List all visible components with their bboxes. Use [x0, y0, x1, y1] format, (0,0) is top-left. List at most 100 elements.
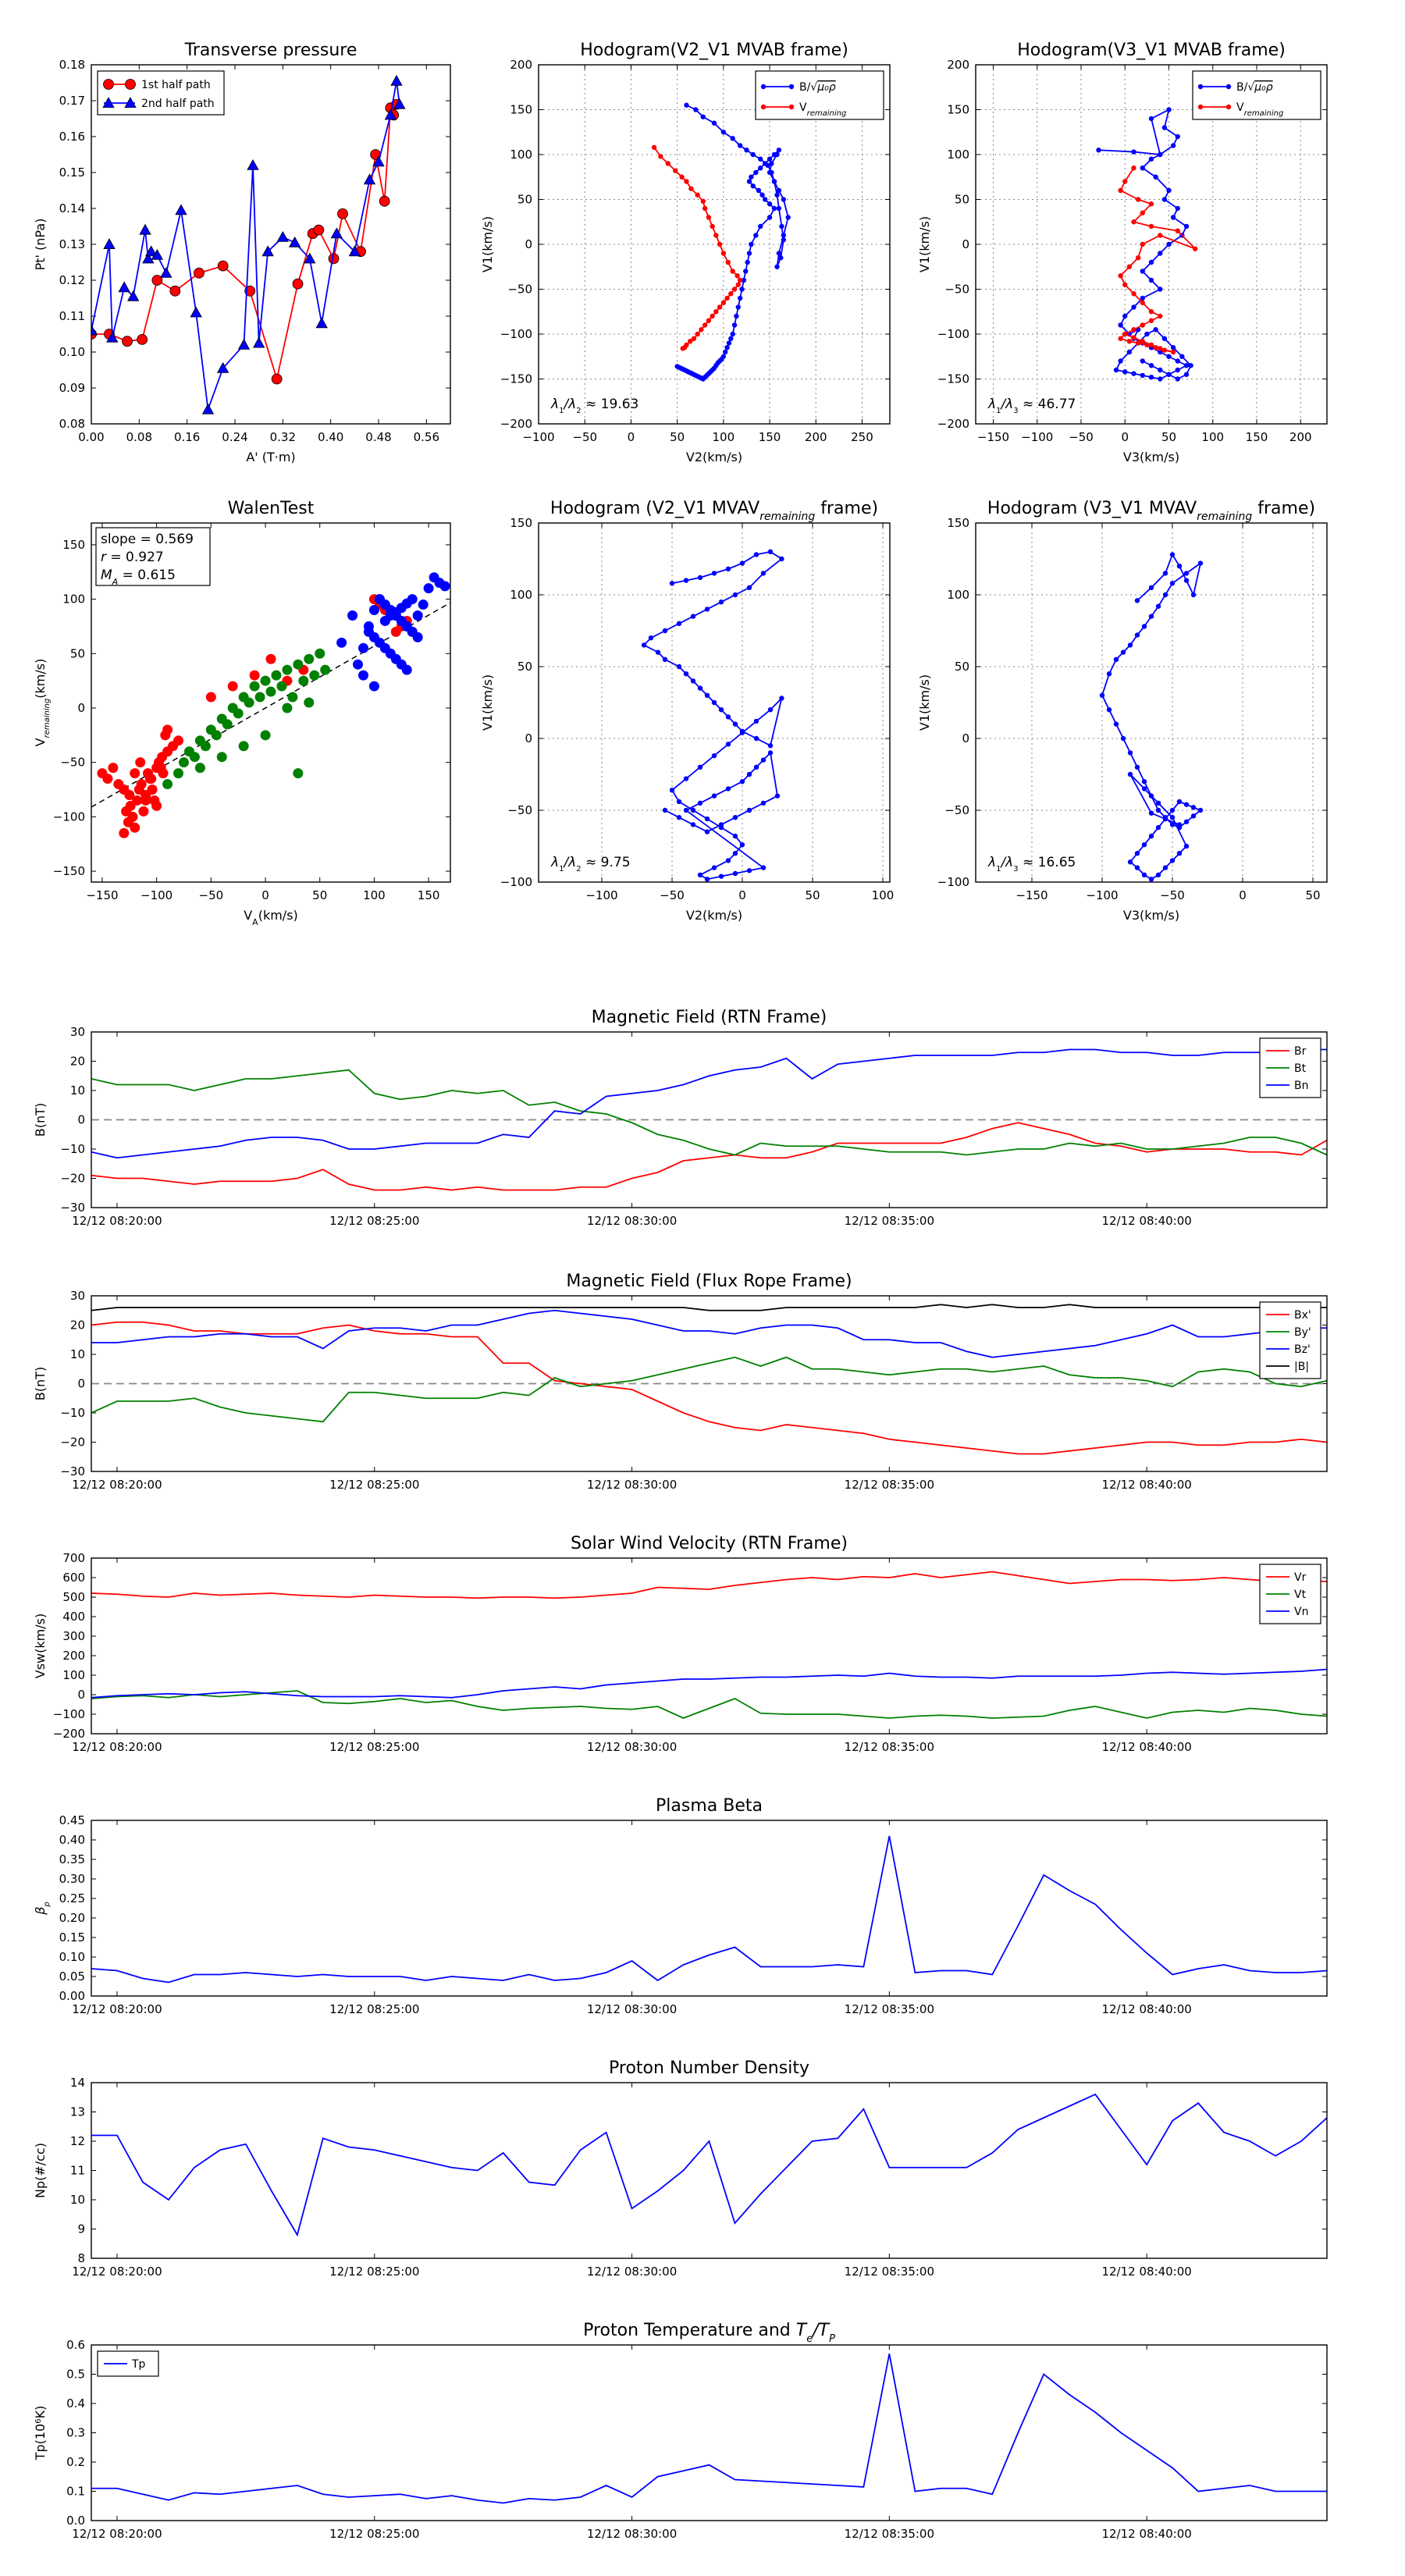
data-point — [254, 692, 265, 703]
y-axis-label: V1(km/s) — [917, 216, 932, 272]
data-point — [1122, 313, 1128, 319]
data-point — [737, 143, 743, 148]
data-point — [276, 230, 290, 242]
data-point — [252, 336, 265, 348]
y-tick-label: −100 — [500, 875, 532, 889]
plot-frame — [91, 2082, 1328, 2259]
data-point — [1155, 603, 1161, 609]
y-tick-label: 14 — [70, 2076, 85, 2090]
data-point — [739, 286, 745, 292]
stats-line: r = 0.927 — [101, 550, 164, 565]
data-point — [746, 585, 752, 590]
data-point — [190, 306, 202, 318]
data-point — [390, 74, 403, 86]
data-point — [1148, 833, 1154, 839]
chart-transverse_pressure: 0.00 0.08 0.16 0.24 0.32 0.40 0.48 0.560.080.09… — [33, 41, 451, 464]
data-point — [771, 151, 777, 158]
data-point — [1131, 219, 1136, 225]
data-point — [217, 260, 229, 272]
y-tick-label: 200 — [62, 1649, 85, 1663]
data-point — [151, 800, 162, 811]
data-point — [1190, 813, 1197, 819]
data-point — [1155, 872, 1161, 878]
data-point — [739, 730, 745, 735]
data-point — [730, 331, 735, 337]
x-tick-label: −50 — [199, 888, 224, 902]
y-axis-label: Pt' (nPa) — [33, 219, 48, 271]
data-point — [1126, 349, 1133, 355]
data-point — [216, 752, 227, 763]
data-point — [393, 98, 406, 109]
x-tick-label: −100 — [140, 888, 173, 902]
data-layer — [91, 2354, 1327, 2504]
legend-label: B/√μ₀ρ — [799, 81, 836, 94]
data-point — [1175, 367, 1180, 373]
data-layer — [91, 74, 406, 415]
data-point — [767, 156, 773, 162]
data-point — [118, 281, 130, 293]
x-tick-label: 0.08 — [126, 430, 152, 444]
data-point — [732, 721, 738, 727]
data-layer — [91, 1571, 1327, 1719]
data-point — [1140, 210, 1145, 215]
data-point — [746, 771, 752, 777]
data-point — [237, 338, 251, 350]
data-point — [1134, 851, 1140, 856]
data-point — [662, 656, 668, 662]
data-point — [261, 245, 274, 257]
plot-background — [91, 2083, 1327, 2258]
y-tick-label: 0.25 — [59, 1891, 85, 1905]
data-point — [1131, 149, 1136, 155]
data-point — [1162, 865, 1168, 870]
x-tick-label: −150 — [86, 888, 118, 902]
data-point — [1118, 322, 1123, 328]
data-point — [699, 327, 704, 333]
y-tick-label: 0 — [525, 731, 532, 745]
x-tick-label: 0.00 — [78, 430, 104, 444]
data-layer — [91, 1304, 1327, 1455]
x-tick-label: 12/12 08:35:00 — [845, 1740, 934, 1754]
data-point — [1148, 793, 1154, 799]
data-point — [162, 779, 173, 790]
y-tick-label: 0.0 — [66, 2514, 85, 2528]
data-point — [720, 130, 727, 135]
data-point — [1148, 810, 1154, 816]
data-point — [750, 183, 756, 189]
data-point — [779, 696, 784, 701]
data-point — [697, 764, 703, 770]
data-point — [665, 161, 670, 166]
data-point — [412, 610, 423, 621]
data-point — [1169, 822, 1176, 827]
y-tick-label: −50 — [944, 803, 969, 817]
x-tick-label: 200 — [1289, 430, 1312, 444]
data-point — [690, 822, 696, 827]
y-tick-label: 11 — [70, 2164, 85, 2178]
data-point — [1120, 735, 1126, 742]
data-point — [357, 670, 368, 681]
data-point — [1148, 116, 1154, 122]
data-point — [725, 714, 731, 720]
data-point — [767, 215, 773, 220]
x-tick-label: 0.24 — [222, 430, 247, 444]
x-tick-label: 50 — [312, 888, 327, 902]
data-point — [1140, 295, 1145, 301]
data-point — [1122, 179, 1128, 184]
plot-background — [91, 1558, 1327, 1734]
data-point — [151, 248, 164, 260]
legend-marker — [788, 84, 795, 90]
data-point — [1161, 336, 1168, 341]
legend-label: Bx' — [1294, 1309, 1311, 1322]
y-tick-label: 300 — [62, 1629, 85, 1643]
data-point — [1140, 358, 1145, 364]
y-tick-label: 0.10 — [59, 345, 85, 359]
data-point — [1141, 779, 1147, 785]
data-point — [774, 264, 780, 269]
plot-frame — [91, 1031, 1328, 1208]
data-point — [160, 266, 173, 278]
data-point — [1175, 228, 1180, 233]
data-point — [767, 707, 774, 713]
x-tick-label: −150 — [977, 430, 1009, 444]
data-point — [1096, 148, 1101, 153]
data-point — [745, 259, 750, 265]
data-point — [1135, 340, 1141, 346]
